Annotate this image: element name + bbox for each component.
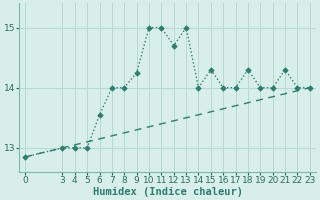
X-axis label: Humidex (Indice chaleur): Humidex (Indice chaleur) (92, 186, 243, 197)
